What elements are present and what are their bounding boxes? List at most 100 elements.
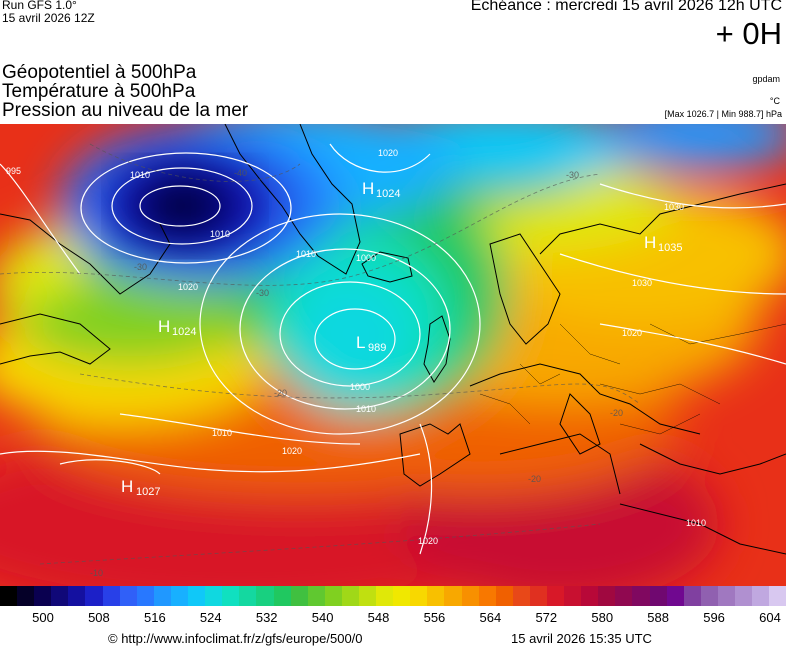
forecast-offset: + 0H [715, 16, 782, 51]
isotherm-label: -40 [234, 168, 247, 178]
isobar-label: 1010 [296, 249, 316, 259]
scale-swatch [222, 586, 240, 606]
weather-map[interactable]: H 1024 H 1035 H 1024 L 989 H 1027 995 10… [0, 124, 786, 586]
source-url[interactable]: © http://www.infoclimat.fr/z/gfs/europe/… [108, 631, 363, 646]
scale-swatch [205, 586, 223, 606]
isobar-label: 1010 [210, 229, 230, 239]
pressure-center-type: H [362, 179, 374, 198]
scale-label: 596 [703, 610, 725, 625]
scale-label: 604 [759, 610, 781, 625]
scale-swatch [239, 586, 257, 606]
pressure-center-value: 1024 [172, 326, 196, 338]
scale-swatch [666, 586, 684, 606]
isotherms [0, 143, 641, 565]
scale-label: 564 [479, 610, 502, 625]
isotherm-label: -20 [528, 474, 541, 484]
scale-swatch [102, 586, 120, 606]
scale-swatch [700, 586, 718, 606]
scale-label: 588 [647, 610, 669, 625]
scale-label: 524 [199, 610, 222, 625]
pressure-range: [Max 1026.7 | Min 988.7] hPa [664, 109, 782, 119]
scale-swatch [256, 586, 274, 606]
scale-label: 508 [88, 610, 110, 625]
color-scale-labels: 500 508 516 524 532 540 548 556 564 572 580 588 596 6… [0, 610, 786, 628]
scale-swatch [410, 586, 428, 606]
run-date: 15 avril 2026 12Z [2, 11, 95, 25]
scale-swatch [649, 586, 667, 606]
scale-swatch [478, 586, 496, 606]
run-model: Run GFS 1.0° [2, 0, 77, 12]
country-borders [479, 323, 786, 435]
scale-swatch [495, 586, 513, 606]
isobar-label: 1020 [622, 328, 642, 338]
pressure-center-type: H [158, 317, 170, 336]
scale-label: 516 [143, 610, 166, 625]
isotherm-label: -30 [134, 262, 147, 272]
scale-swatch [170, 586, 189, 606]
generation-date: 15 avril 2026 15:35 UTC [511, 631, 652, 646]
isobar-label: 1010 [356, 404, 376, 414]
isobar-label: 1030 [664, 202, 684, 212]
scale-swatch [324, 586, 342, 606]
isotherm-label: -30 [566, 170, 579, 180]
scale-swatch [717, 586, 736, 606]
scale-swatch [0, 586, 18, 606]
scale-swatch [307, 586, 325, 606]
pressure-center-value: 1024 [376, 188, 400, 200]
isobar-label: 1010 [212, 428, 232, 438]
scale-swatch [393, 586, 411, 606]
scale-swatch [529, 586, 547, 606]
color-scale-bar [0, 586, 786, 606]
forecast-valid-time: Echéance : mercredi 15 avril 2026 12h UT… [470, 0, 782, 14]
scale-swatch [136, 586, 154, 606]
scale-label: 500 [32, 610, 54, 625]
scale-swatch [85, 586, 103, 606]
scale-swatch [615, 586, 633, 606]
scale-swatch [376, 586, 394, 606]
scale-label: 556 [423, 610, 446, 625]
scale-swatch [683, 586, 701, 606]
scale-swatch [68, 586, 86, 606]
isotherm-label: -20 [274, 388, 287, 398]
scale-swatch [51, 586, 69, 606]
unit-temperature: °C [769, 96, 780, 106]
scale-swatch [769, 586, 786, 606]
isobar-labels: 995 1010 1010 1020 1030 1030 1010 1000 1… [6, 148, 706, 546]
scale-swatch [427, 586, 445, 606]
isotherm-labels: -40 -30 -30 -30 -20 -20 -20 -10 [90, 168, 623, 578]
scale-label: 532 [255, 610, 278, 625]
scale-swatch [752, 586, 770, 606]
scale-label: 580 [591, 610, 614, 625]
isobar-label: 1010 [130, 170, 150, 180]
scale-swatch [358, 586, 377, 606]
scale-label: 540 [311, 610, 334, 625]
scale-swatch [444, 586, 462, 606]
scale-swatch [547, 586, 565, 606]
isobar-label: 1020 [178, 282, 198, 292]
pressure-center-type: H [644, 233, 656, 252]
scale-swatch [17, 586, 35, 606]
pressure-center-value: 1035 [658, 242, 682, 254]
scale-swatch [290, 586, 308, 606]
isobar-label: 1030 [632, 278, 652, 288]
scale-swatch [461, 586, 479, 606]
pressure-center-value: 1027 [136, 486, 160, 498]
scale-swatch [598, 586, 616, 606]
scale-swatch [119, 586, 137, 606]
pressure-center-type: H [121, 477, 133, 496]
pressure-center-value: 989 [368, 342, 386, 354]
isobar-label: 1020 [378, 148, 398, 158]
scale-swatch [188, 586, 206, 606]
isobar-label: 1010 [686, 518, 706, 528]
scale-swatch [341, 586, 359, 606]
isotherm-label: -20 [610, 408, 623, 418]
pressure-center-type: L [356, 333, 365, 352]
isobars [0, 143, 786, 555]
scale-swatch [512, 586, 530, 606]
isobar-label: 1020 [418, 536, 438, 546]
geopotential-field [0, 124, 786, 586]
coastlines [0, 124, 786, 555]
scale-label: 572 [535, 610, 558, 625]
parameter-temperature: Température à 500hPa [2, 81, 196, 102]
scale-swatch [632, 586, 650, 606]
